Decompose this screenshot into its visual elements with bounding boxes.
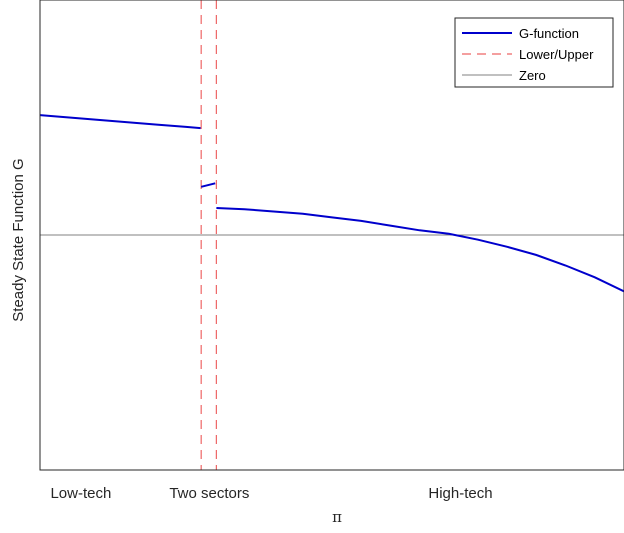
g-function-segment-3 [216,207,624,293]
x-axis-label: π [332,508,342,526]
legend-entry-g-function: G-function [519,26,579,41]
region-label: Low-tech [50,485,111,502]
legend-entry-zero: Zero [519,68,546,83]
plot-marks [39,0,624,470]
y-axis-label: Steady State Function G [10,158,27,321]
region-label: High-tech [428,485,492,502]
plot-frame [39,0,624,471]
region-label: Two sectors [169,485,249,502]
g-function-segment-1 [39,114,201,130]
legend-entry-lower-upper: Lower/Upper [519,47,594,62]
region-labels: Low-tech Two sectors High-tech [50,485,492,502]
legend: G-function Lower/Upper Zero [454,17,614,88]
g-function-segment-2 [200,182,216,188]
